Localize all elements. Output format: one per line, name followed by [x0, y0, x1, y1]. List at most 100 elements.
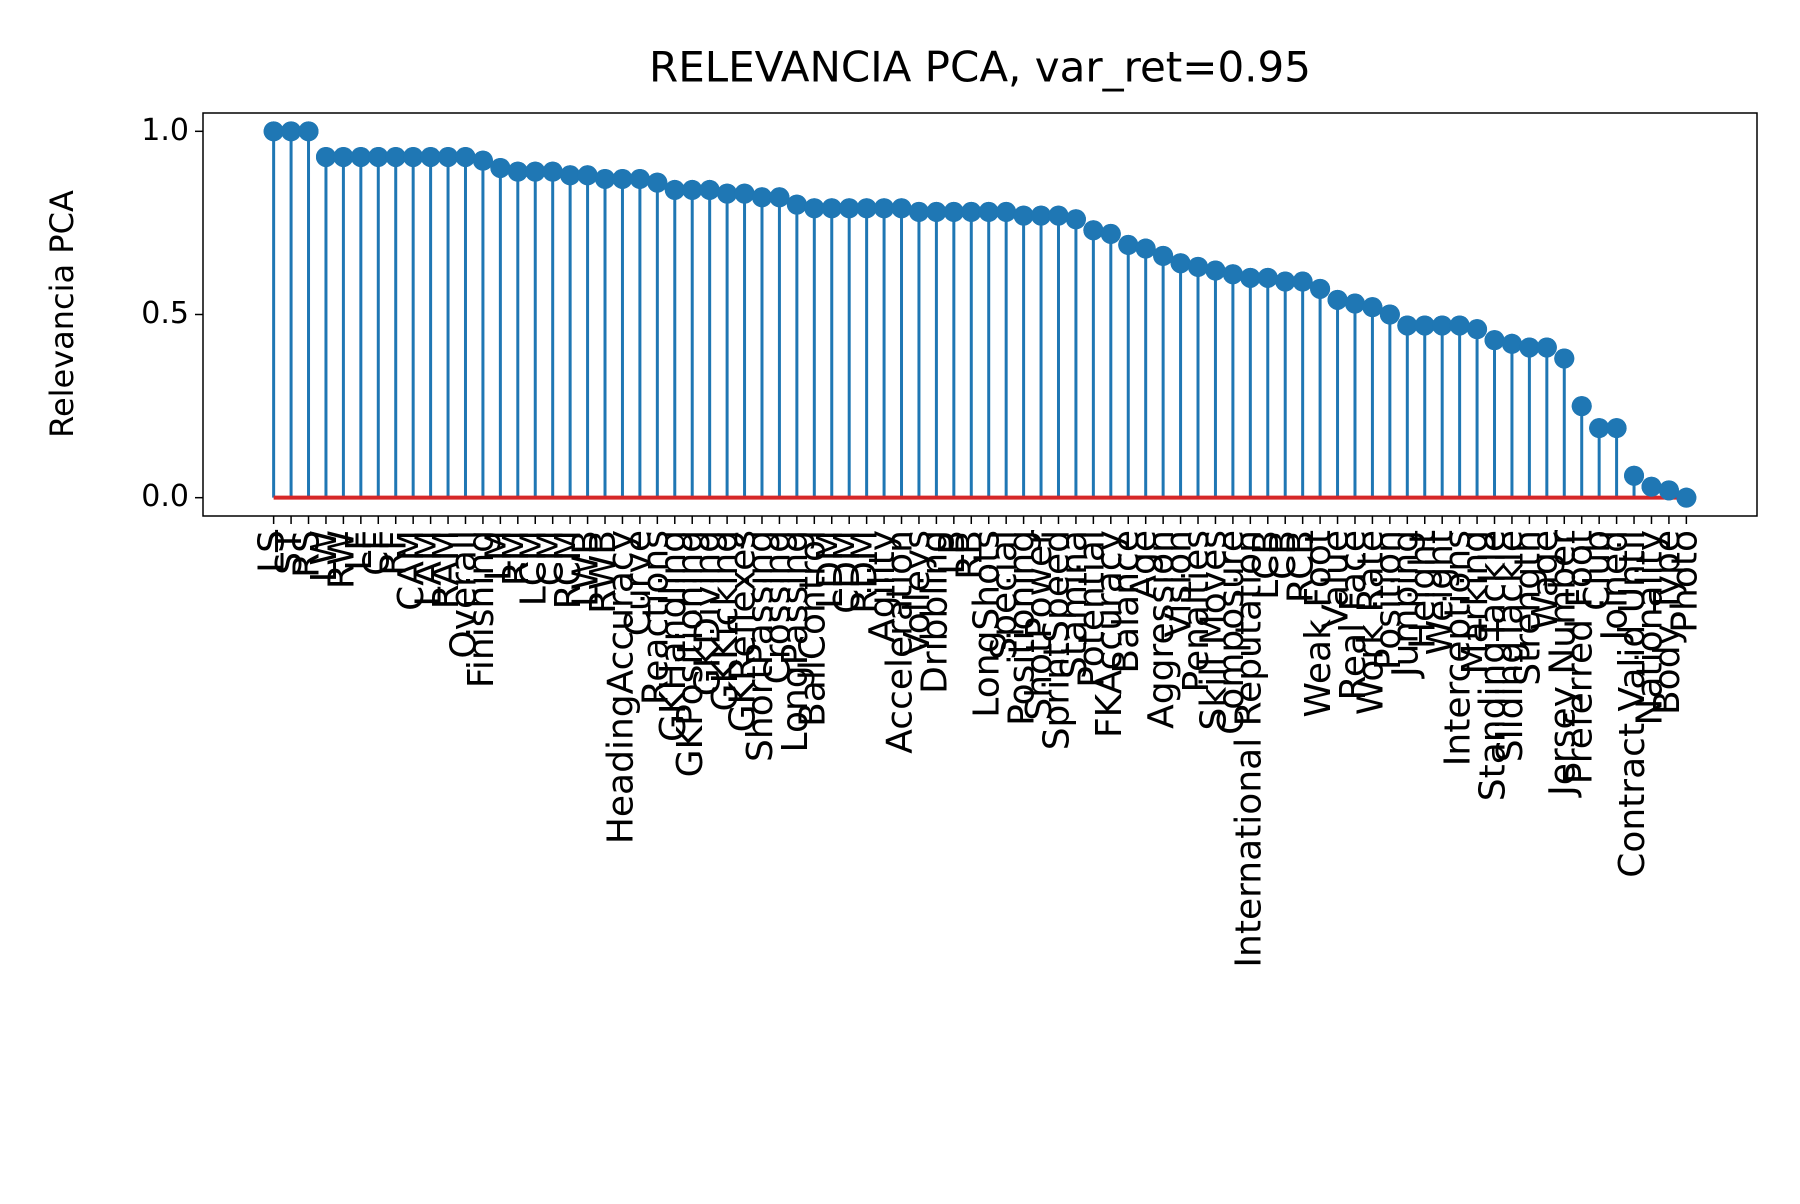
x-tick-label: Vision [1159, 530, 1200, 637]
x-tick-label: ST [269, 529, 310, 575]
stem-marker [926, 201, 947, 222]
x-tick-label: CM [531, 530, 572, 586]
stem-marker [1571, 396, 1592, 417]
stem-marker [333, 146, 354, 167]
stem-marker [1536, 337, 1557, 358]
x-tick-label: LWB [566, 530, 607, 607]
x-tick-label: LongPassing [775, 530, 816, 752]
stem-marker [542, 161, 563, 182]
stem-marker [1501, 333, 1522, 354]
x-tick-label: ShortPassing [740, 530, 781, 762]
stem-marker [1013, 205, 1034, 226]
stem-marker [525, 161, 546, 182]
x-tick-label: Body Type [1647, 530, 1688, 715]
stem-marker [1467, 319, 1488, 340]
x-tick-label: Wage [1525, 530, 1566, 630]
x-tick-label: Contract Valid Until [1612, 530, 1653, 878]
stem-marker [472, 150, 493, 171]
x-tick-label: RWB [583, 530, 624, 614]
x-tick-label: LCB [1246, 530, 1287, 600]
stem-marker [298, 121, 319, 142]
stem-marker [874, 198, 895, 219]
x-tick-label: BallControl [792, 530, 833, 727]
stem-marker [891, 198, 912, 219]
x-tick-label: Age [1124, 530, 1165, 600]
x-tick-label: Dribbling [914, 530, 955, 694]
x-tick-label: GKDiving [688, 530, 729, 696]
x-tick-label: CAM [391, 530, 432, 611]
stem-marker [1188, 256, 1209, 277]
x-tick-label: SlidingTackle [1490, 530, 1531, 762]
stem-marker [1135, 238, 1156, 259]
x-tick-label: Strength [1507, 530, 1548, 686]
x-tick-label: Overall [443, 530, 484, 659]
stem-marker [560, 165, 581, 186]
x-tick-label: RCM [548, 530, 589, 609]
x-tick-label: LongShots [967, 530, 1008, 718]
x-tick-label: Aggression [1141, 530, 1182, 729]
x-tick-label: Interceptions [1438, 530, 1479, 766]
x-tick-label: Work Rate [1350, 530, 1391, 715]
x-tick-label: Balance [1106, 530, 1147, 674]
stem-marker [1484, 330, 1505, 351]
stem-marker [507, 161, 528, 182]
x-tick-label: Positioning [1002, 530, 1043, 726]
x-tick-label: LAM [409, 530, 450, 607]
stem-marker [978, 201, 999, 222]
chart-title: RELEVANCIA PCA, var_ret=0.95 [649, 43, 1311, 92]
x-tick-label: CDM [827, 530, 868, 614]
stem-marker [1658, 480, 1679, 501]
stem-marker [595, 168, 616, 189]
stem-marker [281, 121, 302, 142]
x-tick-label: GKPositioning [670, 530, 711, 777]
x-tick-label: Club [1577, 530, 1618, 611]
x-tick-label: ShotPower [1019, 530, 1060, 721]
stem-marker [1414, 315, 1435, 336]
x-tick-label: HeadingAccuracy [600, 530, 641, 844]
x-tick-label: Real Face [1333, 530, 1374, 700]
stem-marker [1676, 487, 1697, 508]
x-tick-label: SprintSpeed [1036, 530, 1077, 750]
x-tick-label: Weight [1420, 530, 1461, 655]
stem-marker [403, 146, 424, 167]
stem-marker [751, 187, 772, 208]
x-tick-label: RF [374, 530, 415, 576]
stem-marker [1170, 253, 1191, 274]
stem-marker [961, 201, 982, 222]
stem-marker [717, 183, 738, 204]
stem-marker [1048, 205, 1069, 226]
stem-marker [996, 201, 1017, 222]
x-tick-label: LM [478, 530, 519, 581]
stem-marker [420, 146, 441, 167]
stem-marker [821, 198, 842, 219]
stem-marker [1362, 297, 1383, 318]
x-tick-label: CB [1263, 530, 1304, 580]
plot-frame [202, 112, 1758, 517]
y-tick-label: 1.0 [141, 113, 189, 148]
x-tick-label: Skill Moves [1193, 530, 1234, 730]
stem-marker [786, 194, 807, 215]
stem-marker [1310, 278, 1331, 299]
stem-marker [263, 121, 284, 142]
x-tick-label: RDM [845, 530, 886, 614]
x-tick-label: Joined [1595, 530, 1636, 642]
x-tick-label: FKAccuracy [1089, 530, 1130, 738]
x-tick-label: Preferred Foot [1560, 530, 1601, 784]
stem-marker [1449, 315, 1470, 336]
stem-marker [315, 146, 336, 167]
x-tick-label: GKReflexes [723, 530, 764, 732]
stem-marker [734, 183, 755, 204]
stem-marker [1031, 205, 1052, 226]
x-tick-label: Marking [1455, 530, 1496, 674]
stem-marker [699, 179, 720, 200]
x-tick-label: Stamina [1054, 530, 1095, 679]
stem-marker [1327, 289, 1348, 310]
stem-marker [1100, 223, 1121, 244]
stem-marker [804, 198, 825, 219]
x-tick-label: Curve [618, 530, 659, 636]
stem-marker [629, 168, 650, 189]
stem-marker [368, 146, 389, 167]
stem-marker [682, 179, 703, 200]
stem-marker [1083, 220, 1104, 241]
x-tick-label: Finishing [461, 530, 502, 688]
